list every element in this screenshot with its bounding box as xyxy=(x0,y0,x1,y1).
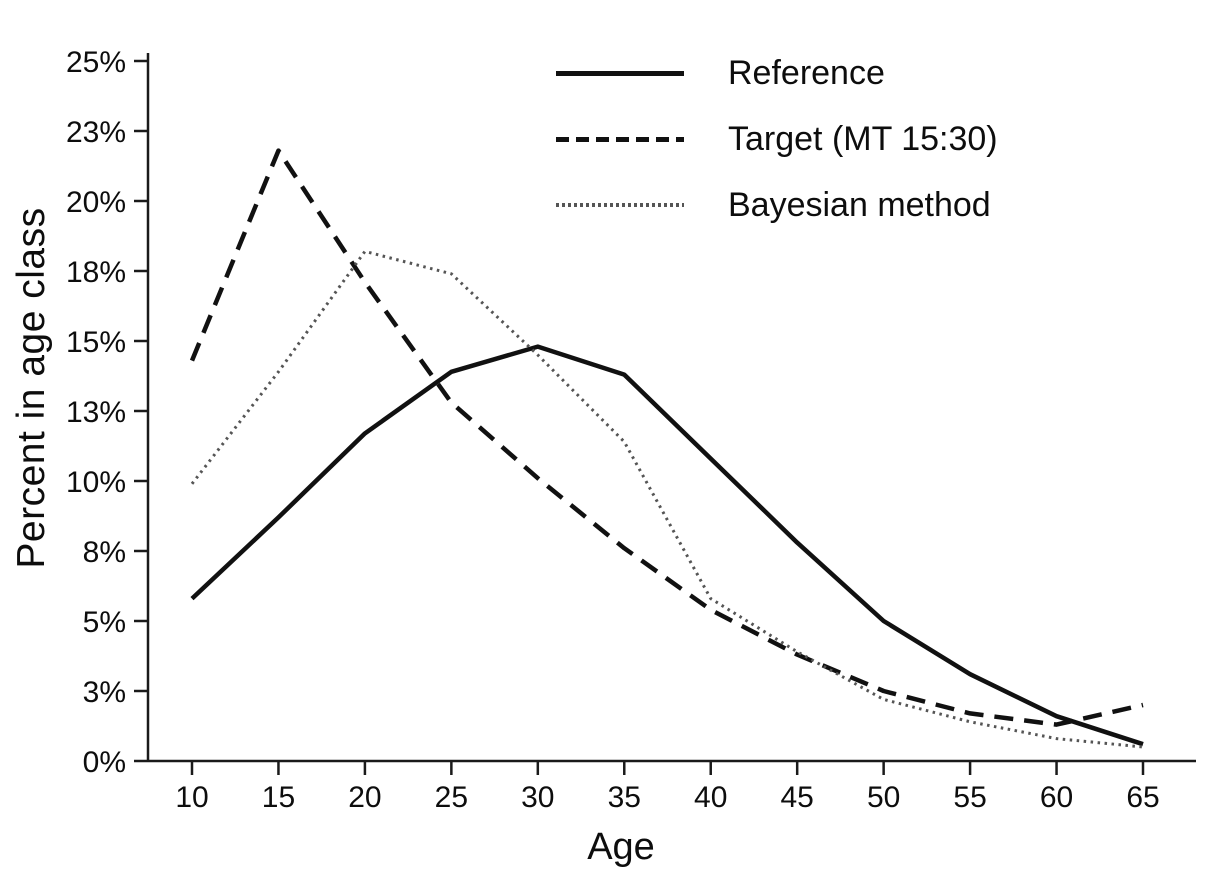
y-tick-label: 13% xyxy=(66,396,126,429)
y-tick-label: 0% xyxy=(83,746,126,779)
x-tick-label: 10 xyxy=(175,781,208,814)
x-tick-label: 50 xyxy=(867,781,900,814)
x-axis-title: Age xyxy=(587,826,655,868)
y-tick-label: 10% xyxy=(66,466,126,499)
legend: Reference Target (MT 15:30) Bayesian met… xyxy=(556,40,998,238)
x-tick-label: 40 xyxy=(694,781,727,814)
x-tick-label: 45 xyxy=(780,781,813,814)
series-line-bayesian-method xyxy=(190,249,1144,749)
legend-label: Bayesian method xyxy=(728,185,991,224)
y-tick-label: 18% xyxy=(66,256,126,289)
y-axis-title: Percent in age class xyxy=(10,207,53,569)
y-tick-label: 25% xyxy=(66,46,126,79)
x-tick-label: 55 xyxy=(953,781,986,814)
series-line-target-mt-15-30 xyxy=(189,148,1144,727)
legend-item-reference: Reference xyxy=(556,40,998,106)
y-tick-label: 5% xyxy=(83,606,126,639)
x-tick-label: 15 xyxy=(262,781,295,814)
x-tick-label: 35 xyxy=(608,781,641,814)
legend-item-target: Target (MT 15:30) xyxy=(556,106,998,172)
x-tick-label: 25 xyxy=(435,781,468,814)
x-tick-label: 60 xyxy=(1040,781,1073,814)
y-tick-label: 8% xyxy=(83,536,126,569)
y-tick-label: 3% xyxy=(83,676,126,709)
x-tick-label: 30 xyxy=(521,781,554,814)
solid-line-sample-icon xyxy=(556,70,684,76)
y-tick-label: 20% xyxy=(66,186,126,219)
series-line-reference xyxy=(190,344,1144,747)
y-tick-label: 15% xyxy=(66,326,126,359)
legend-item-bayesian: Bayesian method xyxy=(556,172,998,238)
dashed-line-sample-icon xyxy=(556,136,684,142)
y-tick-label: 23% xyxy=(66,116,126,149)
legend-label: Reference xyxy=(728,53,885,92)
legend-label: Target (MT 15:30) xyxy=(728,119,998,158)
x-tick-label: 65 xyxy=(1126,781,1159,814)
x-tick-label: 20 xyxy=(348,781,381,814)
dotted-line-sample-icon xyxy=(556,203,684,207)
